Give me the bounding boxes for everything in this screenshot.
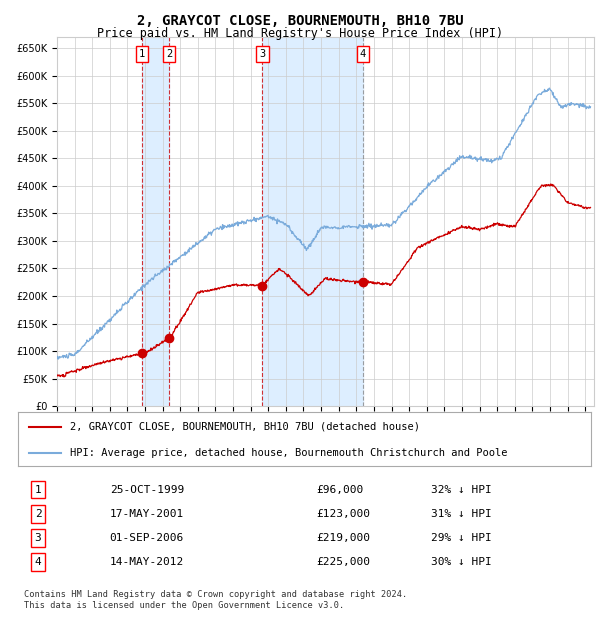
Text: 2: 2: [166, 49, 172, 59]
Bar: [262, 37, 363, 406]
Text: 17-MAY-2001: 17-MAY-2001: [110, 508, 184, 519]
Text: £219,000: £219,000: [316, 533, 370, 542]
Text: 2, GRAYCOT CLOSE, BOURNEMOUTH, BH10 7BU (detached house): 2, GRAYCOT CLOSE, BOURNEMOUTH, BH10 7BU …: [70, 422, 419, 432]
Text: £96,000: £96,000: [316, 485, 363, 495]
Text: 2, GRAYCOT CLOSE, BOURNEMOUTH, BH10 7BU: 2, GRAYCOT CLOSE, BOURNEMOUTH, BH10 7BU: [137, 14, 463, 28]
Text: 30% ↓ HPI: 30% ↓ HPI: [431, 557, 491, 567]
Text: 3: 3: [259, 49, 266, 59]
Text: 32% ↓ HPI: 32% ↓ HPI: [431, 485, 491, 495]
Text: 29% ↓ HPI: 29% ↓ HPI: [431, 533, 491, 542]
Text: 4: 4: [35, 557, 41, 567]
Text: 14-MAY-2012: 14-MAY-2012: [110, 557, 184, 567]
Text: £225,000: £225,000: [316, 557, 370, 567]
Text: 25-OCT-1999: 25-OCT-1999: [110, 485, 184, 495]
Text: Price paid vs. HM Land Registry's House Price Index (HPI): Price paid vs. HM Land Registry's House …: [97, 27, 503, 40]
Text: HPI: Average price, detached house, Bournemouth Christchurch and Poole: HPI: Average price, detached house, Bour…: [70, 448, 507, 458]
Text: 1: 1: [139, 49, 145, 59]
Text: 3: 3: [35, 533, 41, 542]
Text: 4: 4: [360, 49, 366, 59]
Text: 01-SEP-2006: 01-SEP-2006: [110, 533, 184, 542]
Text: £123,000: £123,000: [316, 508, 370, 519]
Bar: [142, 37, 169, 406]
Text: 2: 2: [35, 508, 41, 519]
Text: Contains HM Land Registry data © Crown copyright and database right 2024.
This d: Contains HM Land Registry data © Crown c…: [24, 590, 407, 609]
Text: 31% ↓ HPI: 31% ↓ HPI: [431, 508, 491, 519]
Text: 1: 1: [35, 485, 41, 495]
